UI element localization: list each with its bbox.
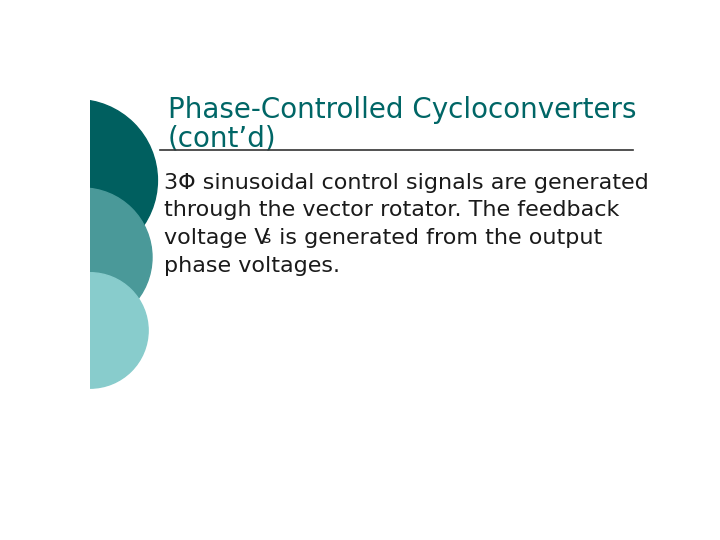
Text: phase voltages.: phase voltages. xyxy=(163,256,340,276)
Circle shape xyxy=(0,99,158,261)
Text: Phase-Controlled Cycloconverters: Phase-Controlled Cycloconverters xyxy=(168,96,636,124)
Text: (cont’d): (cont’d) xyxy=(168,125,276,153)
Text: through the vector rotator. The feedback: through the vector rotator. The feedback xyxy=(163,200,619,220)
Text: voltage V: voltage V xyxy=(163,228,269,248)
Circle shape xyxy=(12,188,152,327)
Text: 3Φ sinusoidal control signals are generated: 3Φ sinusoidal control signals are genera… xyxy=(163,173,649,193)
Text: is generated from the output: is generated from the output xyxy=(272,228,603,248)
Circle shape xyxy=(32,273,148,388)
Text: s: s xyxy=(262,231,270,246)
